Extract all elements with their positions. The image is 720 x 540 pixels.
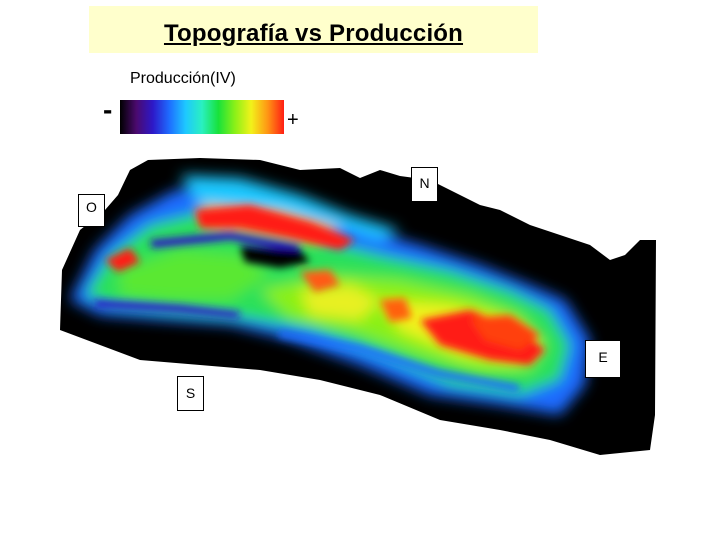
page-title: Topografía vs Producción <box>163 20 464 47</box>
title-box: Topografía vs Producción <box>89 6 538 53</box>
compass-south-label: S <box>177 376 204 411</box>
colorbar <box>120 100 284 134</box>
legend-label: Producción(IV) <box>130 70 236 87</box>
production-heatmap <box>70 175 590 415</box>
compass-west-label: O <box>78 194 105 227</box>
legend-max-symbol: + <box>287 109 299 131</box>
compass-east-label: E <box>585 340 621 378</box>
compass-north-label: N <box>411 167 438 202</box>
legend-min-symbol: - <box>103 94 113 125</box>
